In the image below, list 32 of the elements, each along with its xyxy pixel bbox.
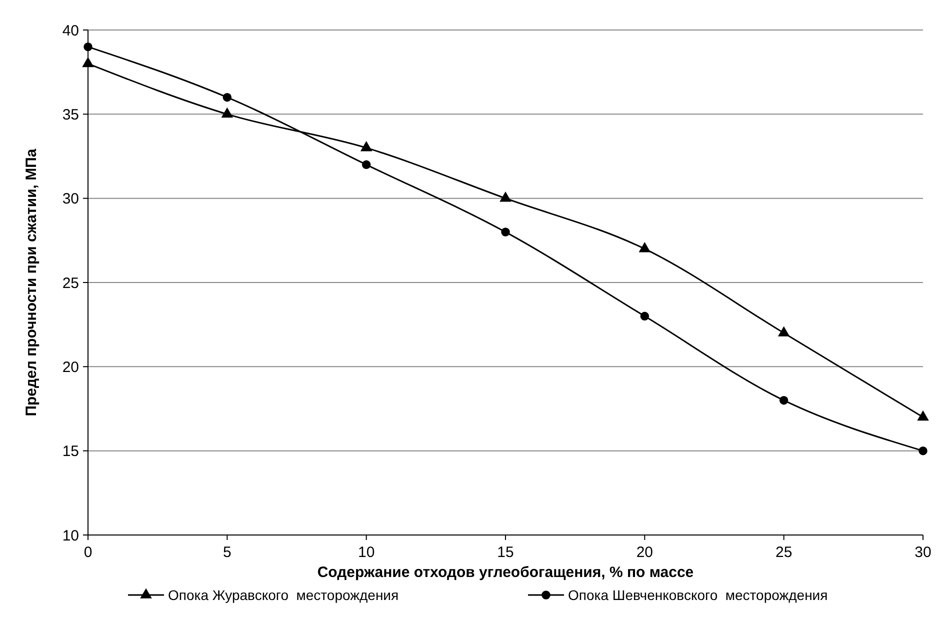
point	[778, 326, 790, 336]
point	[779, 396, 788, 405]
point	[222, 92, 232, 102]
x-tick-label: 20	[636, 544, 654, 561]
point	[918, 446, 928, 456]
point	[221, 107, 234, 118]
x-tick-label: 15	[497, 544, 514, 561]
y-tick-label: 20	[62, 358, 79, 376]
y-tick-label: 35	[62, 106, 79, 124]
point	[84, 42, 92, 52]
point	[360, 141, 372, 152]
x-tick-label: 30	[914, 544, 932, 561]
point	[500, 192, 512, 202]
legend-label: Опока Шевченковского месторождения	[568, 587, 828, 603]
y-tick-label: 15	[62, 443, 79, 460]
y-tick-label: 30	[62, 190, 79, 208]
x-tick-label: 5	[222, 544, 232, 561]
x-tick-label: 25	[775, 544, 792, 561]
point	[638, 242, 651, 252]
point	[917, 410, 929, 421]
point	[82, 56, 94, 68]
point	[362, 160, 371, 170]
y-axis-title: Предел прочности при сжатии, МПа	[23, 148, 40, 416]
point	[640, 312, 650, 321]
legend-label: Опока Журавского месторождения	[168, 587, 399, 603]
y-tick-label: 40	[62, 22, 79, 40]
y-tick-label: 10	[62, 527, 79, 544]
x-tick-label: 0	[84, 544, 92, 561]
x-axis-title: Содержание отходов углеобогащения, % по массе	[317, 564, 694, 581]
y-tick-label: 25	[62, 274, 79, 292]
point	[501, 228, 510, 236]
x-tick-label: 10	[358, 544, 375, 561]
